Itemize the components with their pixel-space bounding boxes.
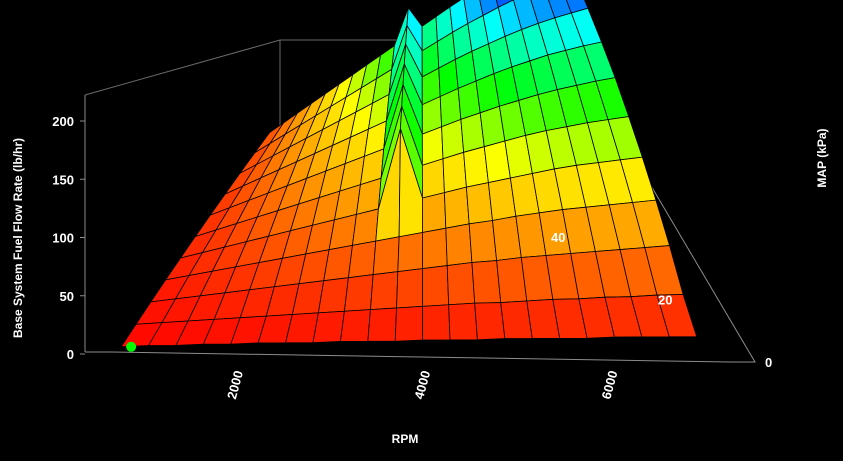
surface-cell [312,310,345,344]
surface-cell [367,307,397,342]
surface-cell [422,227,448,270]
y-tick-label: 20 [658,293,672,308]
surface-cell [471,260,502,304]
surface-cell [468,220,498,263]
surface-cell [465,182,493,225]
surface-cell [372,236,400,276]
x-axis-title: RPM [392,432,419,446]
z-tick-label: 50 [60,289,74,304]
y-tick-label: 0 [765,355,772,370]
surface-cell [474,302,506,341]
surface-cell [396,268,423,309]
z-tick-label: 200 [52,114,74,129]
y-tick-label: 40 [551,230,565,245]
surface-cell [445,223,473,267]
surface-cell [444,186,470,229]
surface-cell [421,158,445,199]
z-tick-label: 0 [67,347,74,362]
marker-layer [126,341,137,352]
x-tick-label: 4000 [411,369,433,401]
surface-mesh [120,0,698,348]
x-axis-line [85,351,731,363]
surface-cell [351,208,379,246]
surface-cell [422,265,450,307]
surface-cell [422,192,447,233]
surface-cell [397,231,423,273]
surface-cell [656,294,698,338]
z-tick-label: 150 [52,172,74,187]
surface-cell [446,262,476,306]
surface-cell [347,240,377,279]
y-axis-title: MAP (kPa) [815,128,829,187]
z-axis-title: Base System Fuel Flow Rate (lb/hr) [11,138,25,338]
surface-cell [448,302,478,341]
surface-cell [394,305,424,342]
x-tick-label: 2000 [224,369,246,401]
surface-cell [441,118,465,160]
surface-cell [442,151,467,194]
z-tick-label: 100 [52,231,74,246]
surface-cell [339,309,371,342]
tick-layer: 0 50 100 150 200 2000 4000 6000 0 20 40 [52,114,772,401]
cursor-marker [126,341,137,352]
x-tick-label: 6000 [599,369,621,401]
surface-cell [343,274,374,312]
surface-cell [422,304,451,341]
surface-cell [370,271,399,311]
